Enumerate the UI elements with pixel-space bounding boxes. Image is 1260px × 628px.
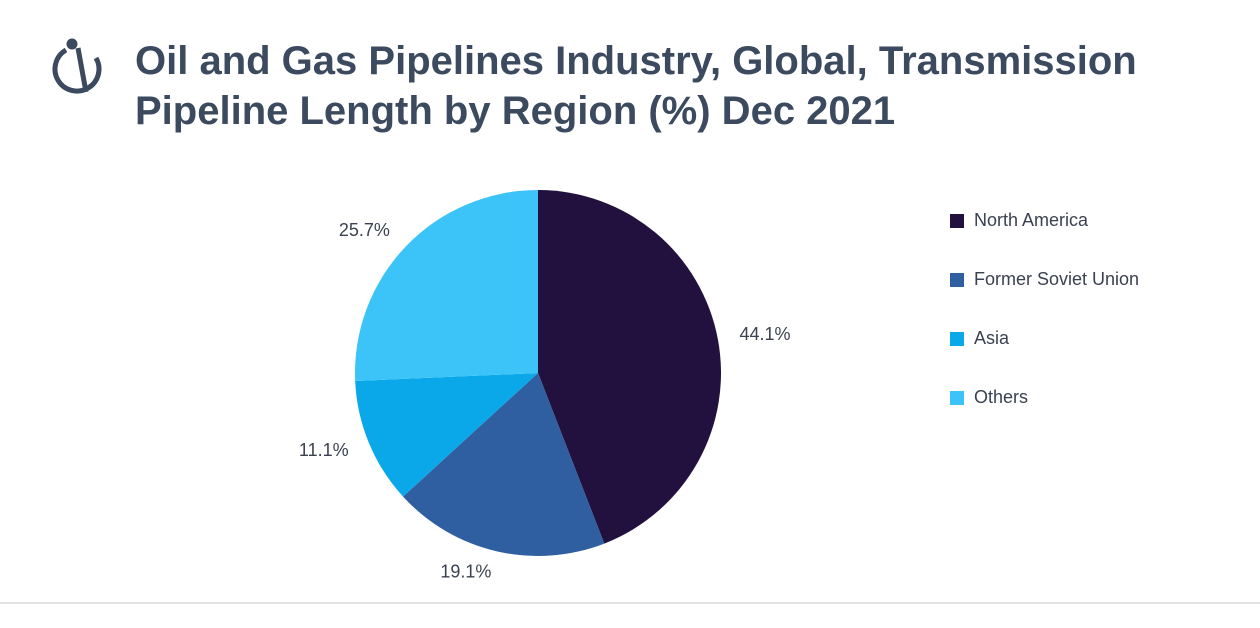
legend-swatch <box>950 391 964 405</box>
legend-label: Others <box>974 387 1028 407</box>
chart-title: Oil and Gas Pipelines Industry, Global, … <box>135 39 1137 133</box>
data-label: 44.1% <box>739 324 790 344</box>
pie-slice <box>355 190 538 382</box>
data-label: 19.1% <box>440 561 491 581</box>
legend-label: North America <box>974 210 1089 230</box>
legend-label: Asia <box>974 328 1010 348</box>
legend-label: Former Soviet Union <box>974 269 1139 289</box>
data-label: 25.7% <box>339 220 390 240</box>
logo <box>52 38 102 94</box>
pie-slice <box>538 190 722 544</box>
legend-swatch <box>950 332 964 346</box>
pie-slice <box>403 373 605 556</box>
legend-swatch <box>950 214 964 228</box>
legend-swatch <box>950 273 964 287</box>
data-label: 11.1% <box>299 440 349 460</box>
pie-slice <box>355 373 538 497</box>
